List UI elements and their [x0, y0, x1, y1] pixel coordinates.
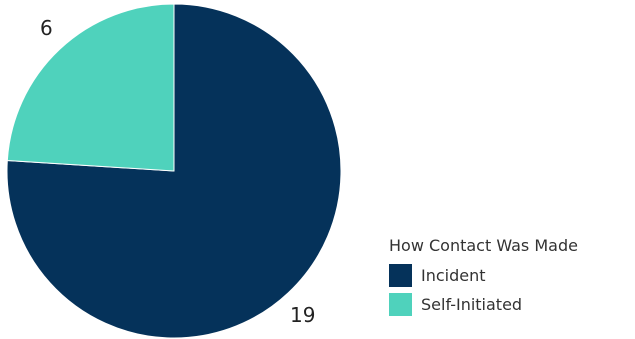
legend-label-incident: Incident	[421, 266, 486, 285]
data-label-incident: 19	[290, 303, 316, 327]
pie-slice-self-initiated[interactable]	[6, 3, 175, 172]
legend: How Contact Was Made Incident Self-Initi…	[389, 236, 578, 319]
legend-swatch-self-initiated	[389, 293, 412, 316]
data-label-self-initiated: 6	[40, 16, 53, 40]
legend-swatch-incident	[389, 264, 412, 287]
legend-item-incident[interactable]: Incident	[389, 261, 578, 290]
legend-title: How Contact Was Made	[389, 236, 578, 255]
pie-slice-incident[interactable]	[6, 3, 342, 339]
legend-item-self-initiated[interactable]: Self-Initiated	[389, 290, 578, 319]
legend-label-self-initiated: Self-Initiated	[421, 295, 523, 314]
